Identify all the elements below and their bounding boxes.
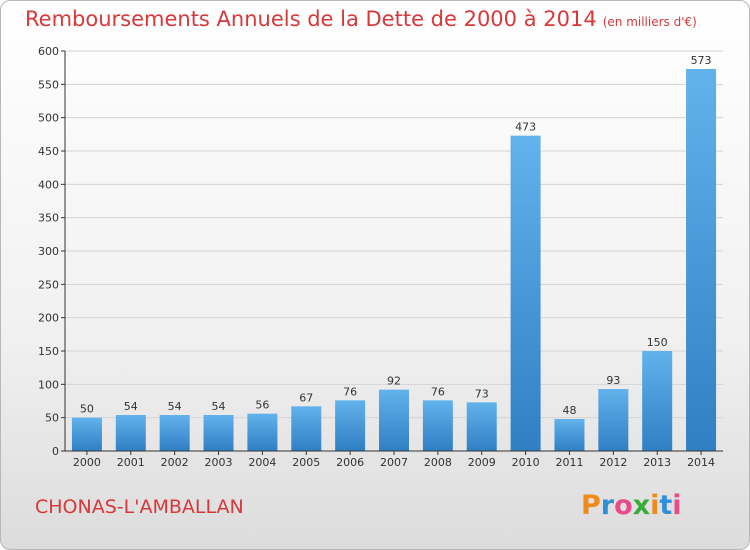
- bar: [291, 406, 322, 451]
- x-tick-label: 2004: [248, 456, 276, 469]
- x-tick-label: 2002: [161, 456, 189, 469]
- x-tick-label: 2010: [512, 456, 540, 469]
- data-labels: 50 54 54 54 56 67 76 92 76 73 473 48 93 150 573: [80, 54, 712, 417]
- x-tick-label: 2012: [599, 456, 627, 469]
- data-label: 48: [562, 404, 576, 417]
- data-label: 76: [343, 385, 357, 398]
- y-tick-label: 200: [38, 312, 59, 325]
- data-label: 92: [387, 375, 401, 388]
- bar: [686, 69, 717, 451]
- bar: [335, 400, 366, 451]
- x-tick-label: 2005: [292, 456, 320, 469]
- bar: [422, 400, 453, 451]
- x-tick-label: 2008: [424, 456, 452, 469]
- data-label: 76: [431, 385, 445, 398]
- logo-letter: r: [600, 490, 615, 521]
- logo-letter: P: [581, 490, 601, 521]
- logo-letter: i: [672, 490, 682, 521]
- x-tick-label: 2003: [205, 456, 233, 469]
- data-label: 67: [299, 391, 313, 404]
- data-label: 93: [606, 374, 620, 387]
- y-tick-label: 100: [38, 378, 59, 391]
- data-label: 50: [80, 403, 94, 416]
- data-label: 56: [255, 399, 269, 412]
- y-tick-label: 250: [38, 278, 59, 291]
- data-label: 150: [647, 336, 668, 349]
- y-tick-label: 550: [38, 78, 59, 91]
- data-label: 73: [475, 387, 489, 400]
- chart-title-text: Remboursements Annuels de la Dette de 20…: [25, 7, 597, 31]
- bar: [71, 417, 102, 451]
- grid-lines: [65, 50, 723, 419]
- bar: [159, 415, 190, 451]
- logo-letter: o: [614, 490, 633, 521]
- y-axis-ticks: 0 50 100 150 200 250 300 350 400 450 500 550 600: [38, 45, 65, 458]
- logo-letter: i: [650, 490, 660, 521]
- x-tick-label: 2007: [380, 456, 408, 469]
- bar: [510, 135, 541, 451]
- x-tick-label: 2001: [117, 456, 145, 469]
- chart-title: Remboursements Annuels de la Dette de 20…: [25, 7, 697, 31]
- bar: [642, 351, 673, 451]
- y-tick-label: 600: [38, 45, 59, 58]
- data-label: 573: [691, 54, 712, 67]
- y-tick-label: 500: [38, 112, 59, 125]
- x-axis-ticks: 2000 2001 2002 2003 2004 2005 2006 2007 2008 2009…: [73, 451, 715, 469]
- y-tick-label: 450: [38, 145, 59, 158]
- y-tick-label: 350: [38, 212, 59, 225]
- town-name: CHONAS-L'AMBALLAN: [35, 496, 244, 518]
- bar: [598, 389, 629, 451]
- y-tick-label: 150: [38, 345, 59, 358]
- data-label: 473: [515, 121, 536, 134]
- data-label: 54: [124, 400, 138, 413]
- bar: [203, 415, 234, 451]
- data-label: 54: [212, 400, 226, 413]
- y-tick-label: 0: [52, 445, 59, 458]
- x-tick-label: 2013: [643, 456, 671, 469]
- data-label: 54: [168, 400, 182, 413]
- bar: [115, 415, 146, 451]
- y-tick-label: 50: [45, 412, 59, 425]
- x-tick-label: 2011: [555, 456, 583, 469]
- proxiti-logo: Proxiti: [581, 490, 682, 521]
- y-tick-label: 300: [38, 245, 59, 258]
- x-tick-label: 2006: [336, 456, 364, 469]
- axes: [64, 51, 723, 452]
- bar: [554, 419, 585, 451]
- bars: [71, 69, 717, 451]
- bar: [379, 389, 409, 451]
- logo-letter: t: [659, 490, 673, 521]
- bar: [247, 413, 278, 451]
- x-tick-label: 2014: [687, 456, 715, 469]
- y-tick-label: 400: [38, 178, 59, 191]
- bar: [466, 402, 497, 451]
- logo-letter: x: [632, 490, 651, 521]
- x-tick-label: 2009: [468, 456, 496, 469]
- x-tick-label: 2000: [73, 456, 101, 469]
- chart-unit: (en milliers d'€): [602, 15, 697, 29]
